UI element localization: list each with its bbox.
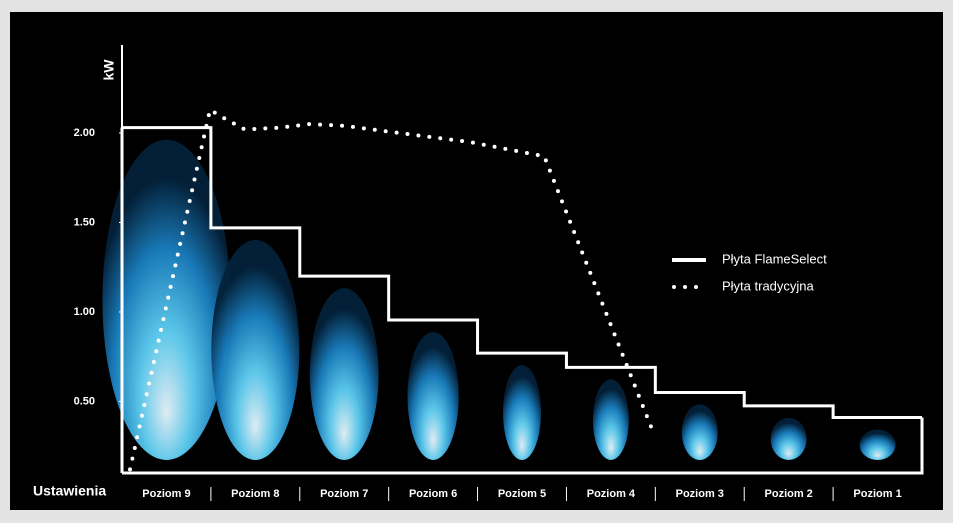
- x-tick-label: Poziom 7: [320, 488, 368, 500]
- legend-label: Płyta tradycyjna: [722, 278, 815, 293]
- x-tick-label: Poziom 9: [142, 488, 190, 500]
- x-tick-label: Poziom 8: [231, 488, 279, 500]
- x-tick-label: Poziom 3: [676, 488, 724, 500]
- step-line: [122, 126, 922, 420]
- y-tick-label: 0.50: [74, 395, 95, 407]
- x-axis-label: Ustawienia: [33, 483, 106, 499]
- x-tick-label: Poziom 4: [587, 488, 636, 500]
- flame: [309, 288, 379, 460]
- x-tick-label: Poziom 6: [409, 488, 457, 500]
- flame: [770, 417, 807, 460]
- flame: [211, 239, 300, 460]
- flame: [503, 365, 541, 461]
- y-tick-label: 2.00: [74, 127, 95, 139]
- flames: [102, 139, 896, 461]
- legend-label: Płyta FlameSelect: [722, 251, 827, 266]
- dotted-line: [128, 106, 657, 472]
- flame: [407, 332, 459, 460]
- y-tick-label: 1.00: [74, 306, 95, 318]
- y-tick-label: 1.50: [74, 216, 95, 228]
- x-tick-label: Poziom 2: [765, 488, 813, 500]
- y-axis-label: kW: [101, 59, 117, 81]
- flame: [681, 404, 718, 460]
- x-tick-label: Poziom 5: [498, 488, 546, 500]
- flame: [592, 379, 629, 460]
- flame: [102, 139, 231, 460]
- step-closure: [120, 127, 924, 475]
- x-tick-label: Poziom 1: [853, 488, 901, 500]
- flame: [859, 429, 896, 460]
